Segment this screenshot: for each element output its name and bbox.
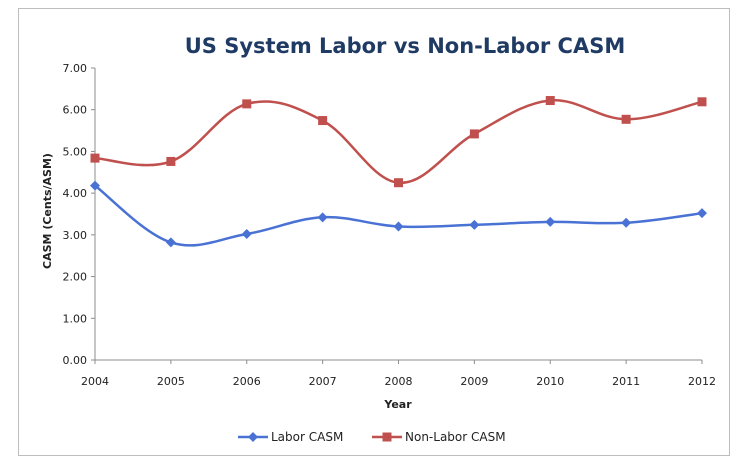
data-point-marker (393, 221, 404, 232)
series-non-labor-casm (90, 96, 707, 188)
x-tick-label: 2010 (536, 375, 564, 388)
x-axis-label: Year (383, 398, 412, 411)
data-point-marker (621, 114, 631, 124)
y-tick-label: 4.00 (63, 187, 88, 200)
x-tick-label: 2006 (233, 375, 261, 388)
chart-title: US System Labor vs Non-Labor CASM (185, 34, 626, 58)
data-point-marker (318, 116, 328, 126)
data-point-marker (469, 219, 480, 230)
x-tick-label: 2009 (460, 375, 488, 388)
legend-marker (382, 432, 392, 442)
series-labor-casm (90, 180, 707, 248)
y-tick-label: 2.00 (63, 271, 88, 284)
data-point-marker (242, 99, 252, 109)
x-tick-label: 2011 (612, 375, 640, 388)
legend-label: Labor CASM (271, 430, 343, 444)
x-tick-label: 2004 (81, 375, 109, 388)
series-line (94, 184, 703, 247)
legend-marker (248, 432, 258, 442)
data-point-marker (90, 153, 100, 163)
chart-frame (18, 8, 730, 456)
y-axis-label: CASM (Cents/ASM) (41, 153, 54, 269)
legend-item: Non-Labor CASM (372, 430, 506, 444)
data-point-marker (394, 178, 403, 188)
series-group (90, 96, 707, 248)
data-point-marker (697, 208, 707, 219)
x-tick-label: 2008 (385, 375, 413, 388)
data-point-marker (545, 216, 556, 227)
data-point-marker (697, 97, 707, 107)
x-tick-label: 2012 (688, 375, 716, 388)
data-point-marker (241, 229, 252, 240)
axes: 0.00 1.00 2.00 3.00 4.00 5.00 6.00 7.00 2004 2005… (63, 62, 717, 388)
y-tick-label: 0.00 (63, 354, 88, 367)
data-point-marker (165, 237, 176, 248)
data-point-marker (317, 212, 328, 223)
data-point-marker (469, 129, 479, 139)
legend-label: Non-Labor CASM (405, 430, 506, 444)
y-tick-label: 1.00 (63, 312, 88, 325)
x-tick-label: 2005 (157, 375, 185, 388)
y-tick-label: 6.00 (63, 104, 88, 117)
legend-item: Labor CASM (238, 430, 343, 444)
x-tick-label: 2007 (309, 375, 337, 388)
data-point-marker (621, 217, 632, 228)
data-point-marker (90, 180, 100, 191)
legend: Labor CASM Non-Labor CASM (238, 430, 506, 444)
y-tick-label: 5.00 (63, 145, 88, 158)
y-tick-label: 7.00 (63, 62, 88, 75)
data-point-marker (545, 96, 555, 106)
data-point-marker (166, 156, 176, 166)
series-line (94, 99, 703, 184)
y-tick-label: 3.00 (63, 229, 88, 242)
